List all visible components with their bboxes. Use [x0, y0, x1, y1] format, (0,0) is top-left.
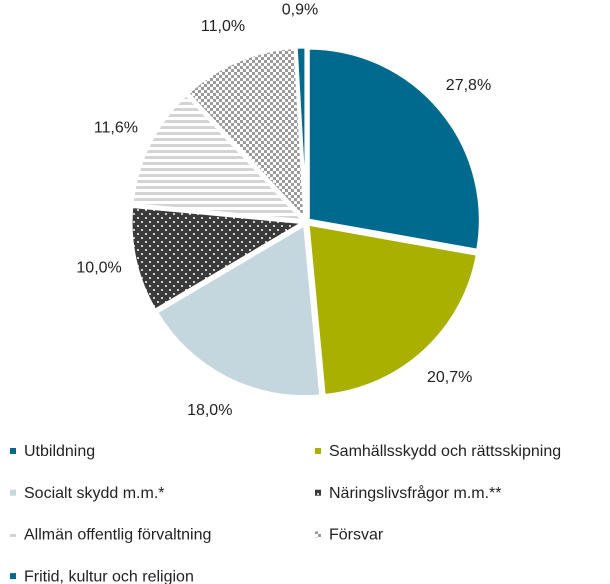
- legend-swatch: [10, 489, 16, 496]
- legend-swatch: [10, 448, 16, 454]
- data-label: 0,9%: [282, 1, 318, 18]
- legend-label: Allmän offentlig förvaltning: [24, 527, 211, 544]
- legend-label: Försvar: [329, 527, 384, 544]
- legend-swatch: [315, 448, 321, 454]
- data-label: 11,6%: [94, 119, 138, 136]
- legend-swatch: [315, 531, 321, 538]
- pie-slice: [306, 46, 482, 252]
- data-label: 11,0%: [201, 18, 245, 35]
- legend-swatch: [10, 531, 16, 538]
- pie-slice: [154, 222, 323, 399]
- pie-slice: [129, 204, 308, 313]
- data-label: 27,8%: [446, 77, 491, 94]
- pie-slice: [185, 45, 307, 224]
- legend-label: Samhällsskydd och rättsskipning: [329, 443, 561, 460]
- pie-slice: [306, 222, 480, 398]
- data-label: 10,0%: [76, 259, 121, 276]
- legend-label: Fritid, kultur och religion: [24, 568, 194, 584]
- data-label: 18,0%: [187, 402, 232, 419]
- pie-slice: [130, 92, 308, 223]
- legend-swatch: [315, 489, 321, 496]
- data-label: 20,7%: [427, 369, 472, 386]
- legend-label: Näringslivsfrågor m.m.**: [329, 484, 501, 502]
- legend-swatch: [10, 573, 16, 580]
- legend-label: Socialt skydd m.m.*: [24, 485, 164, 502]
- legend-label: Utbildning: [24, 443, 95, 460]
- pie-slice: [294, 45, 308, 220]
